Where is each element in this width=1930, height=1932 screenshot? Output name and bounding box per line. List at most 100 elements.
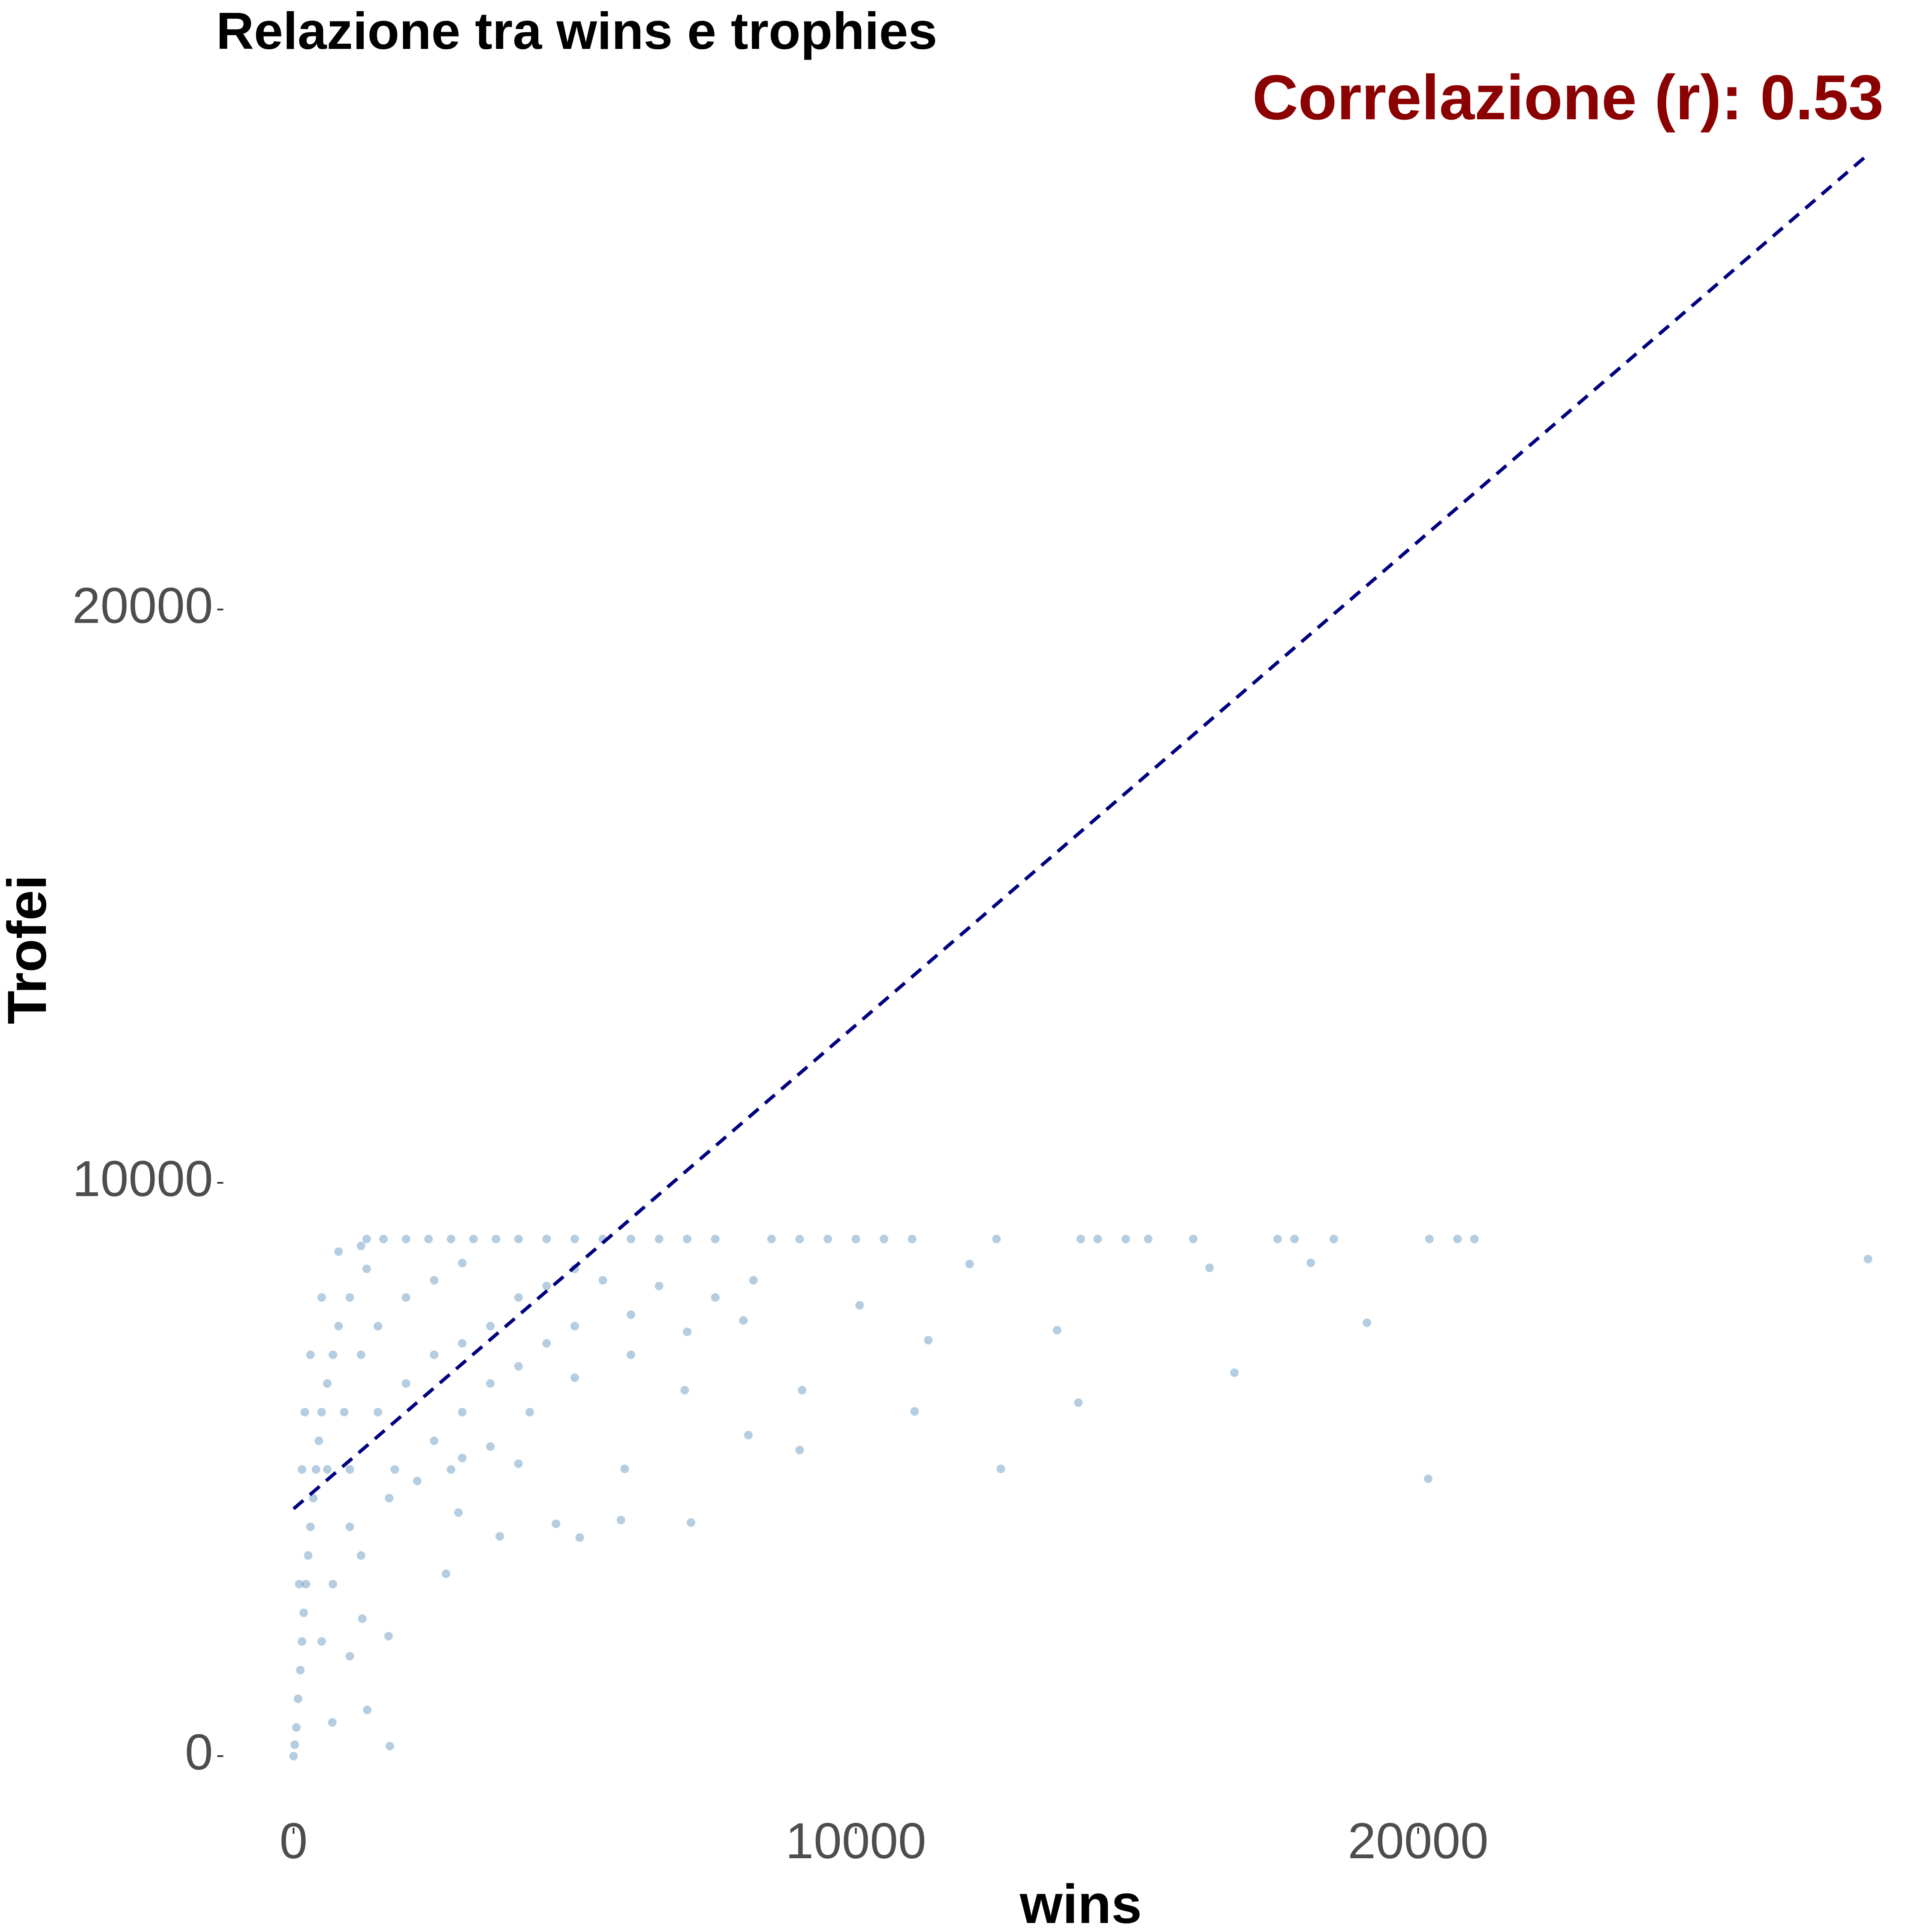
point xyxy=(385,1742,394,1751)
point xyxy=(441,1569,450,1578)
point xyxy=(514,1459,523,1468)
point xyxy=(514,1293,523,1302)
annotation: Correlazione (r): 0.53 xyxy=(1252,62,1884,133)
point xyxy=(345,1652,354,1661)
point xyxy=(1093,1235,1102,1244)
point xyxy=(314,1436,323,1445)
point xyxy=(1363,1318,1372,1327)
x-tick-label: 0 xyxy=(280,1813,308,1869)
point xyxy=(458,1453,467,1462)
point xyxy=(334,1247,343,1256)
point xyxy=(374,1322,383,1331)
point xyxy=(992,1235,1001,1244)
point xyxy=(486,1322,495,1331)
point xyxy=(401,1235,410,1244)
point xyxy=(552,1519,561,1528)
point xyxy=(317,1637,326,1646)
point xyxy=(446,1235,455,1244)
point xyxy=(317,1408,326,1417)
point xyxy=(356,1242,365,1251)
point xyxy=(362,1235,371,1244)
point xyxy=(469,1235,478,1244)
point xyxy=(356,1350,365,1359)
point xyxy=(627,1235,636,1244)
y-tick-label: 0 xyxy=(185,1724,213,1781)
point xyxy=(1074,1398,1083,1407)
point xyxy=(542,1281,551,1290)
point xyxy=(458,1408,467,1417)
point xyxy=(654,1235,663,1244)
point xyxy=(302,1579,311,1588)
point xyxy=(486,1379,495,1388)
point xyxy=(1329,1235,1338,1244)
point xyxy=(711,1235,720,1244)
point xyxy=(711,1293,720,1302)
point xyxy=(323,1465,332,1474)
point xyxy=(430,1276,439,1285)
y-tick-label: 10000 xyxy=(72,1151,213,1207)
point xyxy=(454,1508,463,1517)
point xyxy=(296,1666,305,1675)
point xyxy=(492,1235,501,1244)
point xyxy=(486,1442,495,1451)
point xyxy=(446,1465,455,1474)
point xyxy=(683,1235,692,1244)
x-tick-label: 10000 xyxy=(785,1813,926,1869)
point xyxy=(798,1386,807,1395)
point xyxy=(680,1386,689,1395)
point xyxy=(514,1235,523,1244)
point xyxy=(767,1235,776,1244)
point xyxy=(616,1516,625,1525)
point xyxy=(385,1494,394,1503)
point xyxy=(1273,1235,1282,1244)
point xyxy=(323,1379,332,1388)
point xyxy=(996,1465,1005,1474)
point xyxy=(495,1532,504,1541)
point xyxy=(570,1235,579,1244)
point xyxy=(570,1322,579,1331)
point xyxy=(1205,1263,1214,1272)
x-axis-title: wins xyxy=(1019,1874,1142,1930)
point xyxy=(823,1235,832,1244)
point xyxy=(345,1465,354,1474)
point xyxy=(1864,1254,1873,1263)
point xyxy=(290,1740,299,1749)
point xyxy=(575,1533,584,1542)
point xyxy=(430,1350,439,1359)
point xyxy=(384,1632,393,1641)
point xyxy=(458,1259,467,1268)
point xyxy=(306,1522,315,1531)
point xyxy=(317,1293,326,1302)
point xyxy=(855,1301,864,1310)
point xyxy=(424,1235,433,1244)
point xyxy=(1290,1235,1299,1244)
point xyxy=(299,1608,308,1617)
point xyxy=(1189,1235,1198,1244)
point xyxy=(306,1350,315,1359)
point xyxy=(328,1718,337,1727)
point xyxy=(345,1522,354,1531)
point xyxy=(309,1494,318,1503)
point xyxy=(570,1373,579,1382)
point xyxy=(329,1350,338,1359)
point xyxy=(340,1408,349,1417)
point xyxy=(329,1579,338,1588)
point xyxy=(390,1465,399,1474)
point xyxy=(295,1579,304,1588)
point xyxy=(525,1408,534,1417)
point xyxy=(1052,1326,1062,1335)
point xyxy=(744,1431,753,1440)
point xyxy=(1076,1235,1085,1244)
point xyxy=(374,1408,383,1417)
point xyxy=(749,1276,758,1285)
point xyxy=(739,1316,748,1325)
point xyxy=(683,1327,692,1336)
point xyxy=(795,1235,804,1244)
point xyxy=(514,1362,523,1371)
point xyxy=(627,1350,636,1359)
point xyxy=(379,1235,388,1244)
point xyxy=(293,1694,302,1703)
trend-line xyxy=(292,151,1872,1510)
point xyxy=(334,1322,343,1331)
